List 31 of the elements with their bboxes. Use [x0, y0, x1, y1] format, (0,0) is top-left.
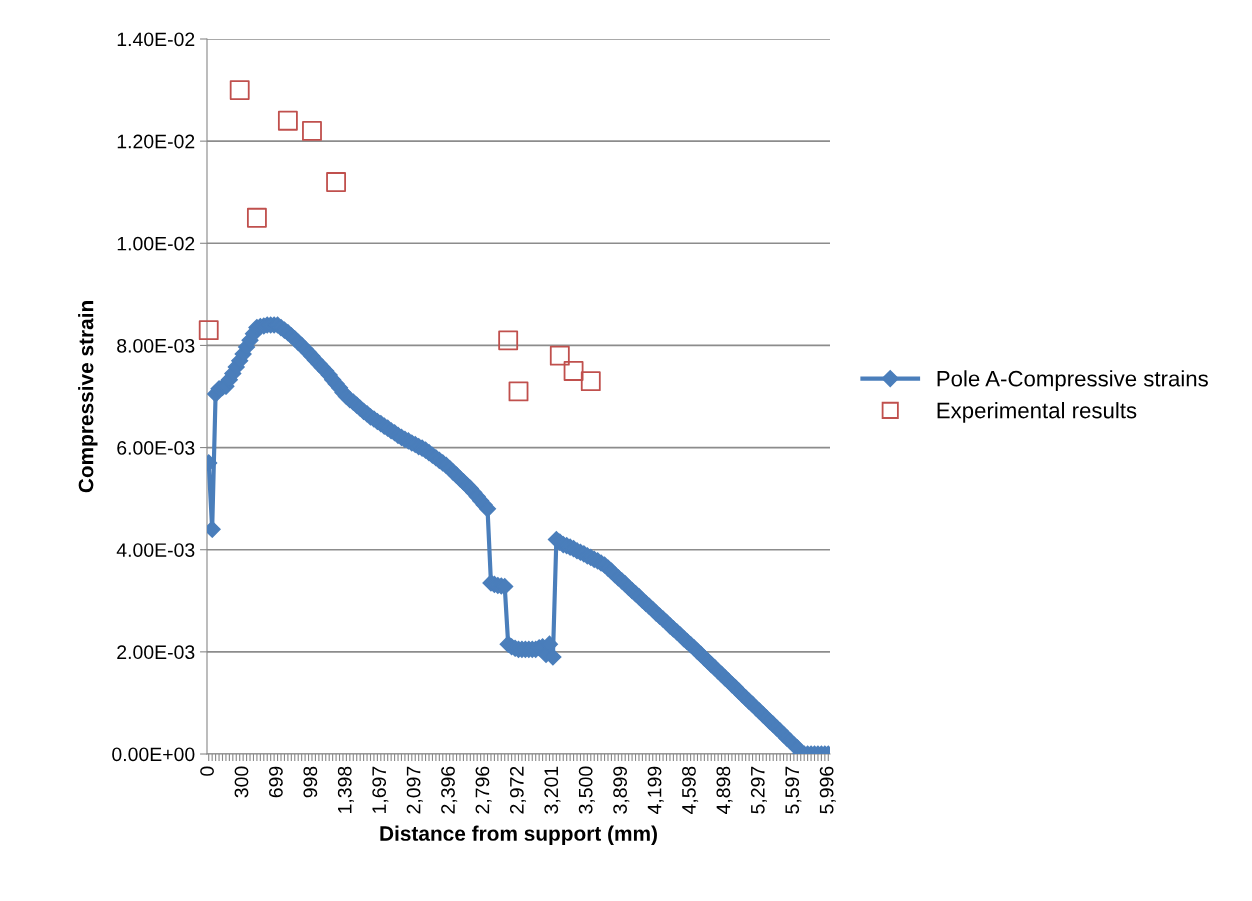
x-tick-label: 300 — [234, 766, 249, 798]
x-axis-title: Distance from support (mm) — [380, 825, 657, 845]
y-tick-label: 0.00E+00 — [112, 747, 195, 762]
x-tick-label: 2,972 — [509, 766, 527, 814]
x-tick-label: 1,398 — [337, 766, 354, 813]
x-tick-label: 5,297 — [750, 766, 767, 814]
x-tick-label: 3,201 — [544, 766, 561, 814]
x-tick-label: 4,598 — [682, 766, 699, 815]
y-tick-label: 8.00E-03 — [117, 338, 195, 353]
x-tick-label: 1,697 — [372, 766, 389, 813]
x-tick-label: 2,796 — [475, 766, 492, 814]
y-tick-label: 1.20E-02 — [117, 134, 195, 149]
y-tick-label: 4.00E-03 — [116, 543, 195, 557]
x-tick-label: 2,097 — [406, 766, 423, 814]
x-tick-label: 4,199 — [647, 766, 664, 815]
x-tick-label: 0 — [200, 766, 214, 776]
y-tick-label: 1.00E-02 — [117, 236, 195, 251]
x-tick-label: 2,396 — [441, 766, 458, 814]
y-axis-title: Compressive strain — [78, 301, 98, 493]
y-tick-label: 2.00E-03 — [117, 645, 195, 660]
y-tick-label: 1.40E-02 — [117, 32, 195, 47]
x-tick-label: 699 — [269, 766, 283, 798]
x-tick-label: 4,898 — [716, 766, 733, 815]
x-tick-label: 998 — [303, 766, 318, 798]
x-tick-label: 5,996 — [819, 766, 836, 814]
x-tick-label: 3,899 — [613, 766, 630, 814]
legend-label: Experimental results — [937, 402, 1137, 423]
x-tick-label: 3,500 — [578, 766, 595, 814]
y-tick-label: 6.00E-03 — [117, 441, 195, 455]
x-tick-label: 5,597 — [785, 766, 802, 814]
legend-label: Pole A-Compressive strains — [937, 370, 1208, 391]
